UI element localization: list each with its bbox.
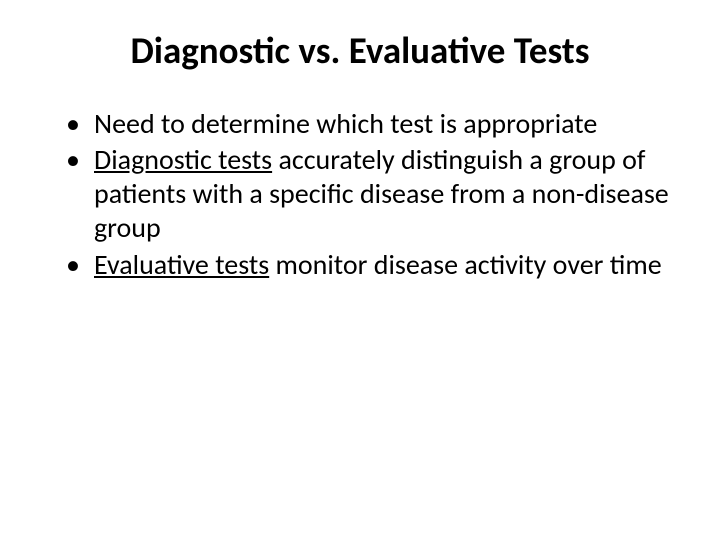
list-item: Evaluative tests monitor disease activit… <box>64 248 670 282</box>
bullet-text-post: monitor disease activity over time <box>269 247 661 282</box>
bullet-text-underline: Diagnostic tests <box>94 142 272 177</box>
slide: Diagnostic vs. Evaluative Tests Need to … <box>0 0 720 540</box>
list-item: Need to determine which test is appropri… <box>64 107 670 141</box>
bullet-list: Need to determine which test is appropri… <box>50 107 670 282</box>
bullet-text-underline: Evaluative tests <box>94 247 269 282</box>
list-item: Diagnostic tests accurately distinguish … <box>64 143 670 245</box>
slide-title: Diagnostic vs. Evaluative Tests <box>50 28 670 73</box>
bullet-text-pre: Need to determine which test is appropri… <box>94 106 597 141</box>
